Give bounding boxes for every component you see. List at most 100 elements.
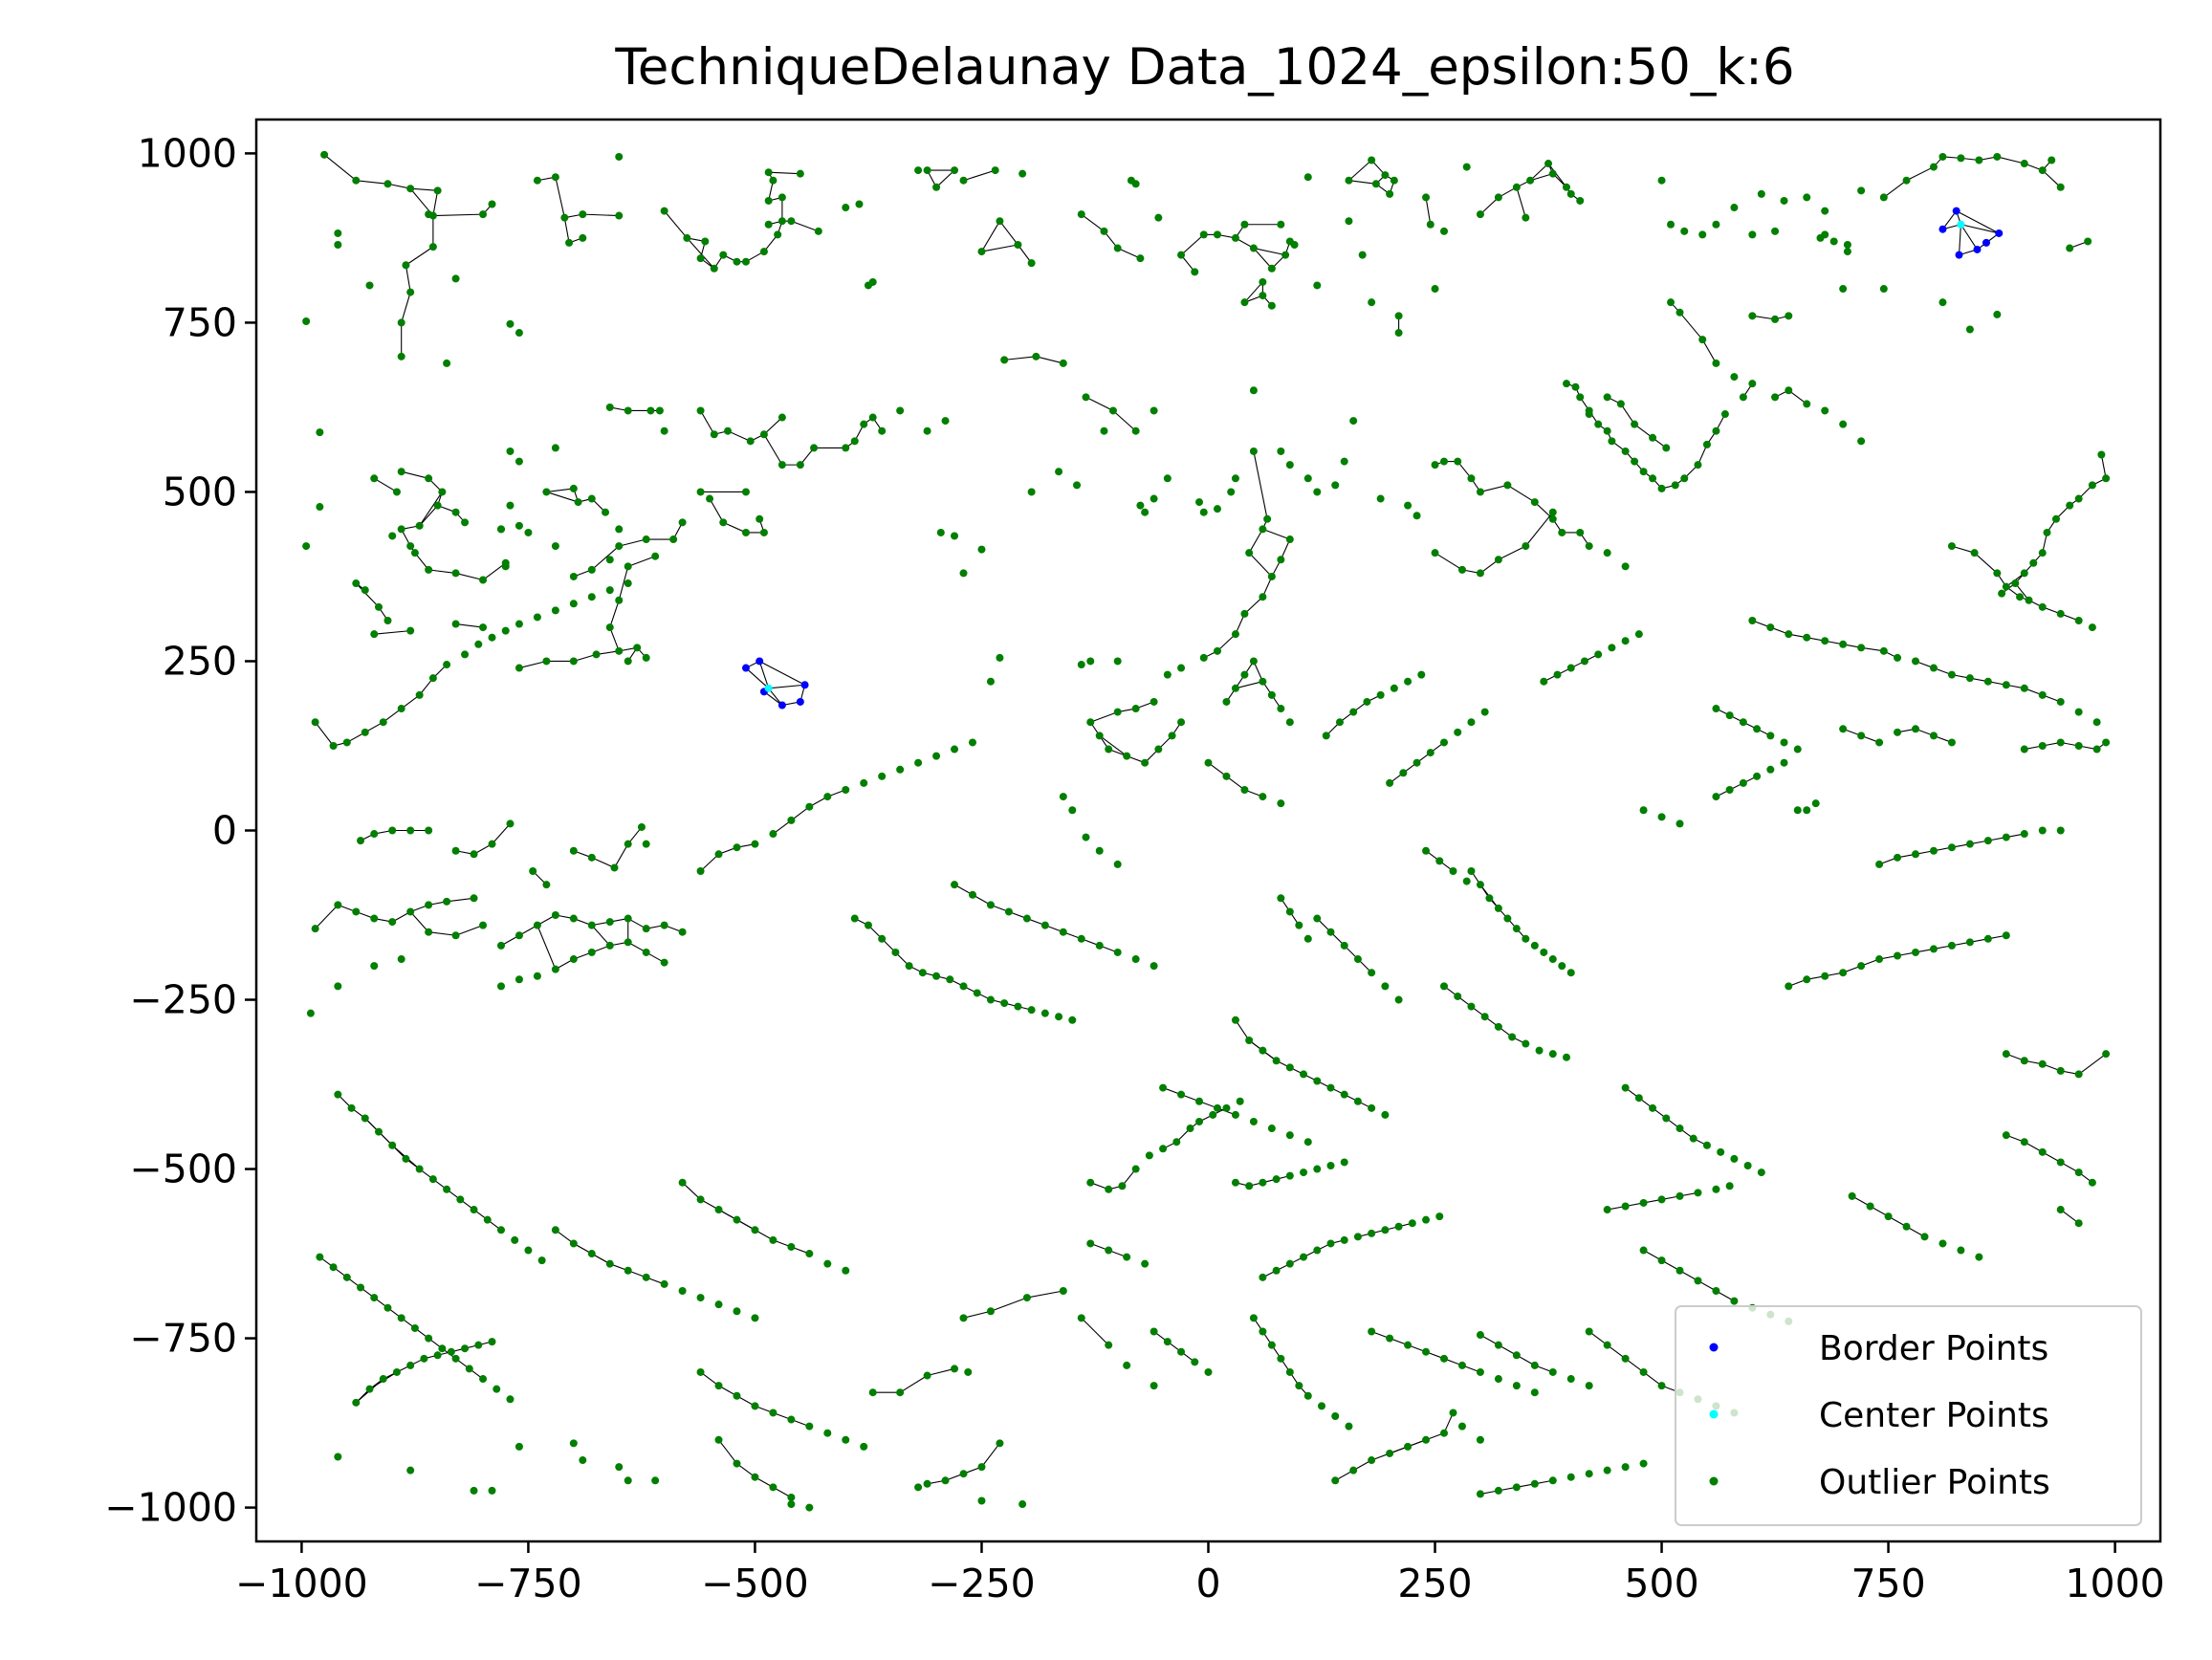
outlier-point-marker: [1639, 806, 1648, 815]
outlier-point-marker: [1662, 1114, 1671, 1123]
graph-edge: [999, 220, 1018, 246]
outlier-point-marker: [329, 741, 338, 750]
outlier-point-marker: [1422, 846, 1431, 855]
outlier-point-marker: [1340, 1158, 1348, 1167]
outlier-point-marker: [615, 152, 624, 161]
outlier-point-marker: [1285, 1131, 1294, 1140]
outlier-point-marker: [334, 1452, 342, 1461]
outlier-point-marker: [1394, 1222, 1403, 1231]
outlier-point-marker: [2056, 1158, 2065, 1167]
outlier-point-marker: [524, 1246, 533, 1255]
outlier-point-marker: [696, 406, 705, 415]
outlier-point-marker: [2056, 1206, 2065, 1214]
outlier-point-marker: [1993, 569, 2002, 578]
outlier-point-marker: [388, 918, 397, 927]
outlier-point-marker: [1394, 995, 1403, 1004]
outlier-point-marker: [714, 1435, 723, 1444]
outlier-point-marker: [1803, 193, 1811, 202]
outlier-point-marker: [1055, 468, 1063, 476]
outlier-point-marker: [1213, 1103, 1221, 1112]
outlier-point-marker: [660, 426, 668, 435]
graph-edge: [1529, 163, 1549, 182]
outlier-point-marker: [756, 514, 764, 523]
outlier-point-marker: [1512, 1351, 1521, 1360]
outlier-point-marker: [1222, 1103, 1231, 1112]
outlier-point-marker: [651, 1476, 660, 1485]
outlier-point-marker: [1077, 210, 1085, 219]
outlier-point-marker: [805, 802, 814, 811]
outlier-point-marker: [1277, 556, 1285, 564]
outlier-point-marker: [1349, 708, 1358, 716]
outlier-point-marker: [1821, 637, 1829, 645]
outlier-point-marker: [759, 248, 768, 256]
outlier-point-marker: [1141, 758, 1150, 767]
graph-edge: [1883, 180, 1907, 198]
outlier-point-marker: [1965, 840, 1974, 848]
outlier-point-marker: [1422, 1215, 1431, 1224]
outlier-point-marker: [1503, 481, 1512, 490]
outlier-point-marker: [1267, 1341, 1276, 1349]
outlier-point-marker: [1494, 193, 1502, 202]
outlier-point-marker: [2020, 1057, 2028, 1065]
outlier-point-marker: [1970, 549, 1979, 557]
graph-edge: [428, 931, 456, 936]
outlier-point-marker: [605, 918, 614, 927]
outlier-point-marker: [914, 1483, 923, 1492]
center-point-marker: [764, 684, 773, 692]
outlier-point-marker: [388, 1141, 397, 1149]
outlier-point-marker: [1285, 907, 1294, 916]
graph-edge: [1112, 410, 1137, 432]
outlier-point-marker: [751, 1473, 759, 1481]
outlier-point-marker: [905, 962, 913, 971]
graph-edge: [518, 660, 547, 669]
outlier-point-marker: [1353, 1097, 1362, 1105]
outlier-point-marker: [1462, 877, 1471, 885]
outlier-point-marker: [1608, 644, 1616, 652]
outlier-point-marker: [587, 853, 596, 862]
outlier-point-marker: [1562, 1053, 1570, 1061]
graph-edge: [405, 246, 434, 266]
outlier-point-marker: [2056, 697, 2065, 706]
outlier-point-marker: [1553, 670, 1562, 679]
outlier-point-marker: [1730, 1297, 1739, 1305]
outlier-point-marker: [1285, 1171, 1294, 1180]
outlier-point-marker: [1522, 934, 1530, 943]
outlier-point-marker: [1480, 1013, 1489, 1021]
graph-edge: [618, 566, 629, 601]
graph-edge: [2100, 454, 2107, 479]
outlier-point-marker: [402, 1154, 410, 1163]
y-tick-label: 750: [163, 299, 237, 345]
outlier-point-marker: [923, 426, 931, 435]
outlier-point-marker: [2074, 616, 2083, 624]
outlier-point-marker: [733, 843, 741, 852]
outlier-point-marker: [1249, 447, 1258, 455]
outlier-point-marker: [1671, 481, 1679, 490]
outlier-point-marker: [579, 1456, 587, 1465]
outlier-point-marker: [1231, 684, 1239, 692]
outlier-point-marker: [1938, 298, 1947, 307]
outlier-point-marker: [1131, 426, 1140, 435]
outlier-point-marker: [714, 1300, 723, 1309]
outlier-point-marker: [2020, 830, 2028, 839]
outlier-point-marker: [823, 1259, 832, 1268]
outlier-point-marker: [719, 251, 728, 259]
outlier-point-marker: [1095, 846, 1104, 855]
outlier-point-marker: [1454, 728, 1462, 736]
outlier-point-marker: [1435, 1212, 1444, 1221]
outlier-point-marker: [1929, 732, 1938, 740]
outlier-point-marker: [1857, 437, 1866, 446]
outlier-point-marker: [977, 248, 986, 256]
outlier-point-marker: [878, 934, 887, 943]
outlier-point-marker: [2043, 528, 2051, 536]
outlier-point-marker: [1657, 1256, 1666, 1265]
outlier-point-marker: [914, 758, 923, 767]
outlier-point-marker: [1929, 846, 1938, 855]
graph-edge: [1253, 248, 1273, 270]
outlier-point-marker: [1702, 1141, 1711, 1149]
outlier-point-marker: [2038, 826, 2047, 835]
outlier-point-marker: [1077, 661, 1085, 669]
outlier-point-marker: [878, 772, 887, 780]
graph-edge: [700, 410, 715, 435]
outlier-point-marker: [1771, 227, 1780, 235]
outlier-point-marker: [1494, 1486, 1502, 1495]
